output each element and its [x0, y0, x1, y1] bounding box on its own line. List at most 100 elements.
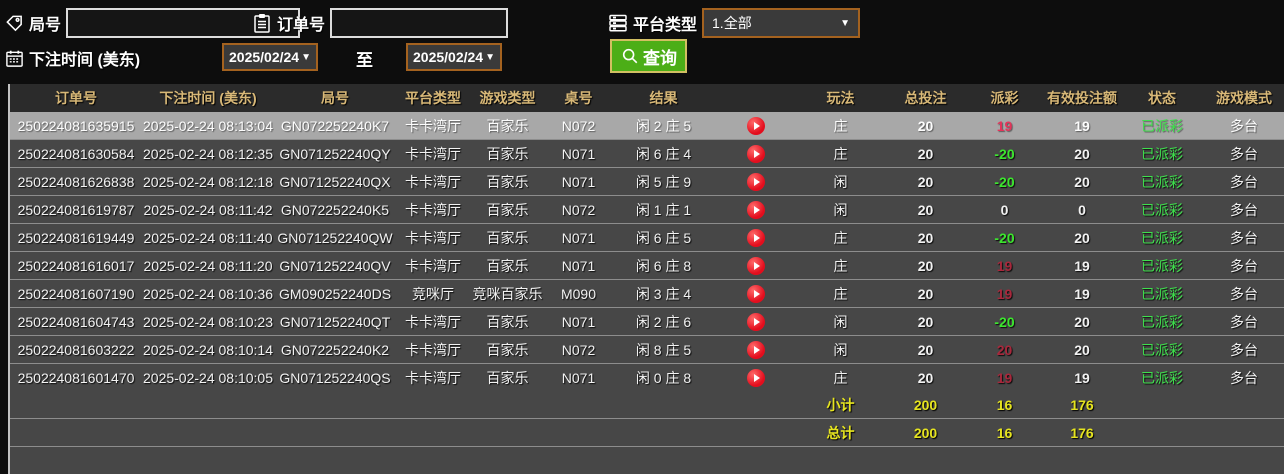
valid-bet-cell: 20 — [1074, 313, 1090, 330]
game-type-cell: 百家乐 — [486, 201, 529, 218]
col-header-platform: 平台类型 — [396, 84, 470, 112]
round-filter-group: 局号 — [4, 8, 301, 38]
table-row[interactable]: 250224081619449 2025-02-24 08:11:40 GN07… — [10, 223, 1284, 252]
payout-cell: -20 — [994, 313, 1015, 330]
replay-cell — [715, 336, 797, 364]
result-cell: 闲 3 庄 4 — [635, 285, 692, 302]
table-row[interactable]: 250224081619787 2025-02-24 08:11:42 GN07… — [10, 195, 1284, 224]
server-stack-icon — [608, 13, 628, 33]
result-cell: 闲 6 庄 5 — [635, 229, 692, 246]
status-cell: 已派彩 — [1141, 257, 1183, 274]
play-replay-button[interactable] — [747, 368, 765, 387]
grand-total-label: 总计 — [826, 424, 855, 441]
play-replay-button[interactable] — [747, 200, 765, 219]
payout-cell: -20 — [994, 145, 1015, 162]
bet-records-table-container: 订单号 下注时间 (美东) 局号 平台类型 游戏类型 桌号 结果 玩法 总投注 … — [8, 84, 1284, 474]
game-mode-cell: 多台 — [1230, 341, 1258, 358]
play-replay-button[interactable] — [747, 340, 765, 359]
search-button[interactable]: 查询 — [610, 39, 687, 73]
bet-time-cell: 2025-02-24 08:12:18 — [143, 173, 273, 190]
play-replay-button[interactable] — [747, 256, 765, 275]
date-to-select[interactable]: 2025/02/24 ▼ — [406, 43, 502, 71]
play-method-cell: 庄 — [833, 369, 848, 386]
game-mode-cell: 多台 — [1230, 257, 1258, 274]
table-row[interactable]: 250224081604743 2025-02-24 08:10:23 GN07… — [10, 307, 1284, 336]
total-bet-cell: 20 — [917, 285, 934, 302]
game-type-cell: 竞咪百家乐 — [472, 285, 543, 302]
round-number-cell: GN071252240QT — [279, 313, 391, 330]
chevron-down-icon: ▼ — [301, 51, 311, 63]
play-icon — [754, 177, 760, 186]
round-number-cell: GN072252240K2 — [280, 341, 390, 358]
col-header-result: 结果 — [612, 84, 715, 112]
table-number-cell: N072 — [561, 201, 596, 218]
table-row[interactable]: 250224081607190 2025-02-24 08:10:36 GM09… — [10, 279, 1284, 308]
total-bet-cell: 20 — [917, 229, 934, 246]
play-replay-button[interactable] — [747, 116, 765, 135]
table-row[interactable]: 250224081601470 2025-02-24 08:10:05 GN07… — [10, 363, 1284, 391]
order-number-cell: 250224081635915 — [17, 117, 135, 134]
payout-cell: -20 — [994, 173, 1015, 190]
play-replay-button[interactable] — [747, 228, 765, 247]
total-bet-cell: 20 — [917, 369, 934, 386]
play-replay-button[interactable] — [747, 284, 765, 303]
valid-bet-cell: 20 — [1074, 341, 1090, 358]
date-from-select[interactable]: 2025/02/24 ▼ — [222, 43, 318, 71]
tag-icon — [4, 13, 24, 33]
replay-cell — [715, 252, 797, 280]
play-icon — [754, 317, 760, 326]
table-number-cell: N071 — [561, 257, 596, 274]
table-number-cell: N072 — [561, 341, 596, 358]
filter-bar: 局号 订单号 平台类型 — [0, 0, 1284, 84]
platform-selected-value: 1.全部 — [712, 15, 752, 31]
play-replay-button[interactable] — [747, 312, 765, 331]
subtotal-row: 小计 200 16 176 — [10, 391, 1284, 419]
bet-time-filter-label: 下注时间 (美东) — [29, 52, 141, 69]
valid-bet-cell: 20 — [1074, 145, 1090, 162]
table-number-cell: N071 — [561, 229, 596, 246]
replay-cell — [715, 196, 797, 224]
status-cell: 已派彩 — [1141, 173, 1183, 190]
chevron-down-icon: ▼ — [485, 51, 495, 63]
status-cell: 已派彩 — [1141, 117, 1183, 134]
col-header-round: 局号 — [274, 84, 396, 112]
play-method-cell: 闲 — [833, 313, 848, 330]
total-bet-cell: 20 — [917, 201, 934, 218]
total-bet-cell: 20 — [917, 173, 934, 190]
result-cell: 闲 1 庄 1 — [635, 201, 692, 218]
round-input[interactable] — [66, 8, 301, 38]
table-row[interactable]: 250224081630584 2025-02-24 08:12:35 GN07… — [10, 139, 1284, 168]
status-cell: 已派彩 — [1141, 285, 1183, 302]
table-row[interactable]: 250224081603222 2025-02-24 08:10:14 GN07… — [10, 335, 1284, 364]
valid-bet-cell: 19 — [1074, 117, 1090, 134]
date-to-value: 2025/02/24 — [413, 49, 484, 65]
play-replay-button[interactable] — [747, 172, 765, 191]
table-number-cell: N071 — [561, 173, 596, 190]
play-method-cell: 闲 — [833, 173, 848, 190]
bet-records-table: 订单号 下注时间 (美东) 局号 平台类型 游戏类型 桌号 结果 玩法 总投注 … — [10, 84, 1284, 474]
table-row[interactable]: 250224081626838 2025-02-24 08:12:18 GN07… — [10, 167, 1284, 196]
valid-bet-cell: 0 — [1078, 201, 1086, 218]
play-method-cell: 庄 — [833, 229, 848, 246]
platform-type-select[interactable]: 1.全部 ▼ — [702, 8, 861, 38]
chevron-down-icon: ▼ — [840, 17, 851, 29]
table-row[interactable]: 250224081616017 2025-02-24 08:11:20 GN07… — [10, 251, 1284, 280]
order-number-cell: 250224081604743 — [17, 313, 135, 330]
order-number-cell: 250224081619449 — [17, 229, 135, 246]
play-replay-button[interactable] — [747, 144, 765, 163]
order-filter-group: 订单号 — [252, 8, 509, 38]
payout-cell: 20 — [996, 341, 1013, 358]
game-mode-cell: 多台 — [1230, 369, 1258, 386]
round-number-cell: GN071252240QY — [279, 145, 391, 162]
bet-time-cell: 2025-02-24 08:10:14 — [143, 341, 273, 358]
table-row[interactable]: 250224081635915 2025-02-24 08:13:04 GN07… — [10, 112, 1284, 140]
bet-time-cell: 2025-02-24 08:13:04 — [143, 117, 273, 134]
total-bet-cell: 20 — [917, 145, 934, 162]
replay-cell — [715, 112, 797, 140]
platform-filter-label: 平台类型 — [633, 17, 698, 34]
order-input[interactable] — [330, 8, 509, 38]
grand-total-total-bet: 200 — [913, 424, 938, 441]
game-mode-cell: 多台 — [1230, 229, 1258, 246]
table-number-cell: N072 — [561, 117, 596, 134]
bet-time-cell: 2025-02-24 08:12:35 — [143, 145, 273, 162]
